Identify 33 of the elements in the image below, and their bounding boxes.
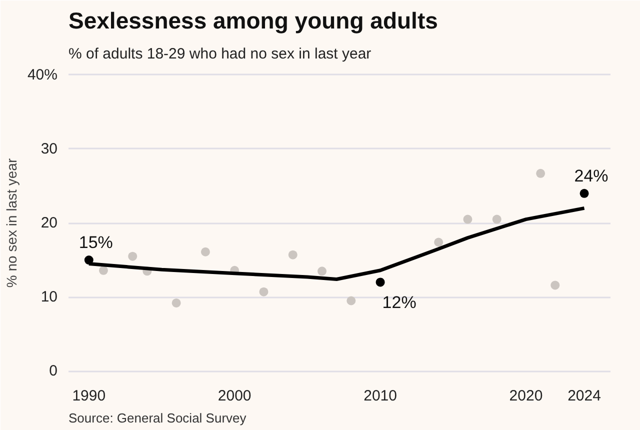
point [259,287,268,296]
point [128,252,138,261]
point [288,250,298,260]
x-tick-label: 1990 [72,388,106,404]
point [536,168,546,178]
data-label: 24% [574,166,608,186]
point [172,298,181,308]
x-tick-label: 2000 [218,388,252,404]
data-label: 12% [382,293,416,312]
point [318,266,327,276]
y-tick-label: 10 [40,288,58,306]
chart-subtitle: % of adults 18-29 who had no sex in last year [68,46,372,62]
point [492,214,502,224]
point [84,256,94,265]
point [580,188,589,198]
y-axis-title: % no sex in last year [3,158,20,288]
chart-title: Sexlessness among young adults [68,8,438,34]
y-tick-label: 20 [40,214,58,232]
y-tick-label: 40% [27,66,58,84]
x-tick-label: 2020 [509,388,543,404]
point [346,296,356,306]
point [463,214,472,224]
point [550,280,560,290]
point [434,238,444,247]
data-label: 15% [78,233,113,252]
point [200,247,210,256]
y-tick-label: 30 [40,140,58,158]
source-note: Source: General Social Survey [68,410,247,426]
x-tick-label: 2010 [364,388,397,404]
x-tick-label: 2024 [568,388,601,404]
point [376,278,385,287]
y-tick-label: 0 [49,362,58,380]
point [98,266,108,275]
